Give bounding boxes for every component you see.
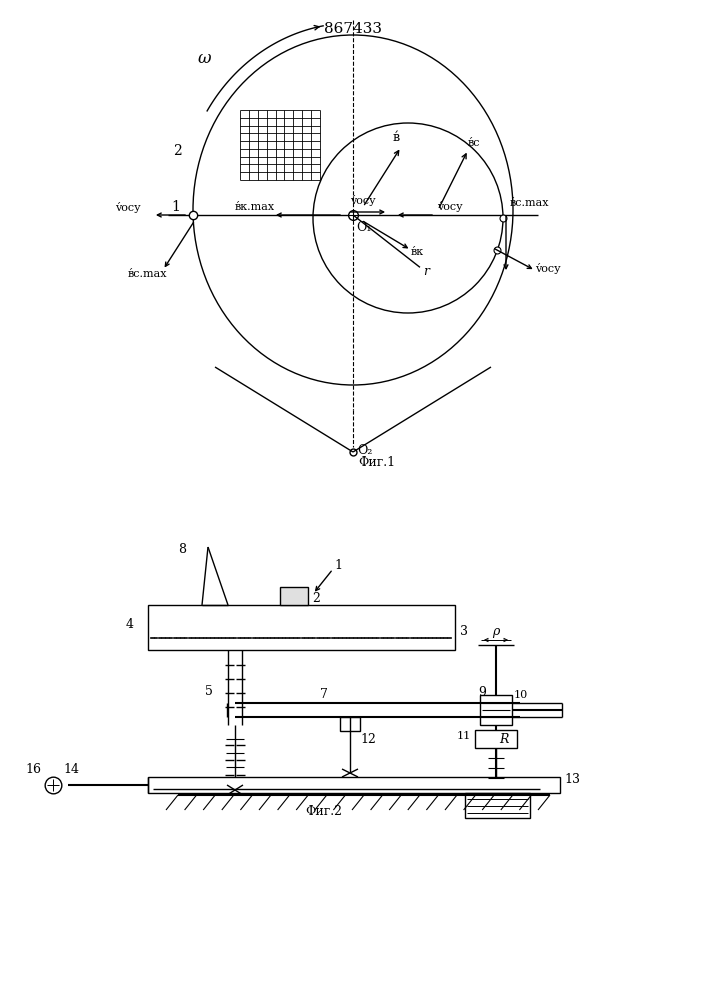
Text: R: R bbox=[499, 733, 508, 746]
Bar bbox=[148, 777, 560, 793]
Bar bbox=[465, 793, 530, 818]
Text: Φиг.1: Φиг.1 bbox=[358, 456, 395, 469]
Text: 4: 4 bbox=[126, 618, 134, 631]
Bar bbox=[340, 717, 360, 731]
Text: Φиг.2: Φиг.2 bbox=[305, 805, 342, 818]
Text: 7: 7 bbox=[320, 688, 328, 701]
Text: 9: 9 bbox=[478, 686, 486, 699]
Text: ρ: ρ bbox=[492, 625, 499, 638]
Text: 12: 12 bbox=[360, 733, 376, 746]
Text: ω: ω bbox=[198, 50, 211, 67]
Text: v́осу: v́осу bbox=[350, 195, 375, 206]
Text: 13: 13 bbox=[564, 773, 580, 786]
Bar bbox=[280, 587, 308, 605]
Text: в́с.max: в́с.max bbox=[510, 198, 549, 208]
Text: в́к: в́к bbox=[411, 247, 424, 257]
Text: в́с: в́с bbox=[468, 138, 481, 148]
Text: 2: 2 bbox=[312, 592, 320, 605]
Text: в́с.max: в́с.max bbox=[128, 269, 168, 279]
Text: v́осу: v́осу bbox=[437, 201, 462, 212]
Text: v́осу: v́осу bbox=[115, 202, 141, 213]
Text: v́осу: v́осу bbox=[535, 263, 561, 274]
Text: 1: 1 bbox=[334, 559, 342, 572]
Text: 11: 11 bbox=[457, 731, 472, 741]
Text: 3: 3 bbox=[460, 625, 468, 638]
Text: в́: в́ bbox=[393, 131, 400, 144]
Text: 2: 2 bbox=[173, 144, 182, 158]
Bar bbox=[480, 695, 512, 725]
Text: 5: 5 bbox=[205, 685, 213, 698]
Text: 8: 8 bbox=[178, 543, 186, 556]
Bar bbox=[475, 730, 517, 748]
Text: в́к.max: в́к.max bbox=[235, 202, 275, 212]
Text: 867433: 867433 bbox=[324, 22, 382, 36]
Text: O₂: O₂ bbox=[357, 444, 373, 457]
Text: O₁: O₁ bbox=[356, 221, 371, 234]
Text: r: r bbox=[423, 265, 429, 278]
Bar bbox=[148, 605, 455, 650]
Text: 1: 1 bbox=[171, 200, 180, 214]
Text: 14: 14 bbox=[63, 763, 79, 776]
Text: 10: 10 bbox=[514, 690, 528, 700]
Text: 16: 16 bbox=[25, 763, 41, 776]
